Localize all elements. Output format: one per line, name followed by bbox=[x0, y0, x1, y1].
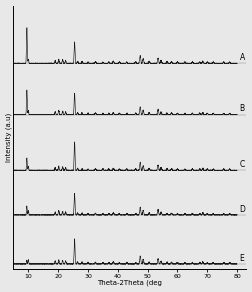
X-axis label: Theta-2Theta (deg: Theta-2Theta (deg bbox=[97, 280, 162, 286]
Y-axis label: Intensity (a.u): Intensity (a.u) bbox=[6, 113, 12, 162]
Text: A: A bbox=[239, 53, 245, 62]
Text: D: D bbox=[239, 205, 245, 214]
Text: C: C bbox=[239, 160, 245, 169]
Text: E: E bbox=[239, 254, 244, 263]
Text: B: B bbox=[239, 105, 245, 113]
